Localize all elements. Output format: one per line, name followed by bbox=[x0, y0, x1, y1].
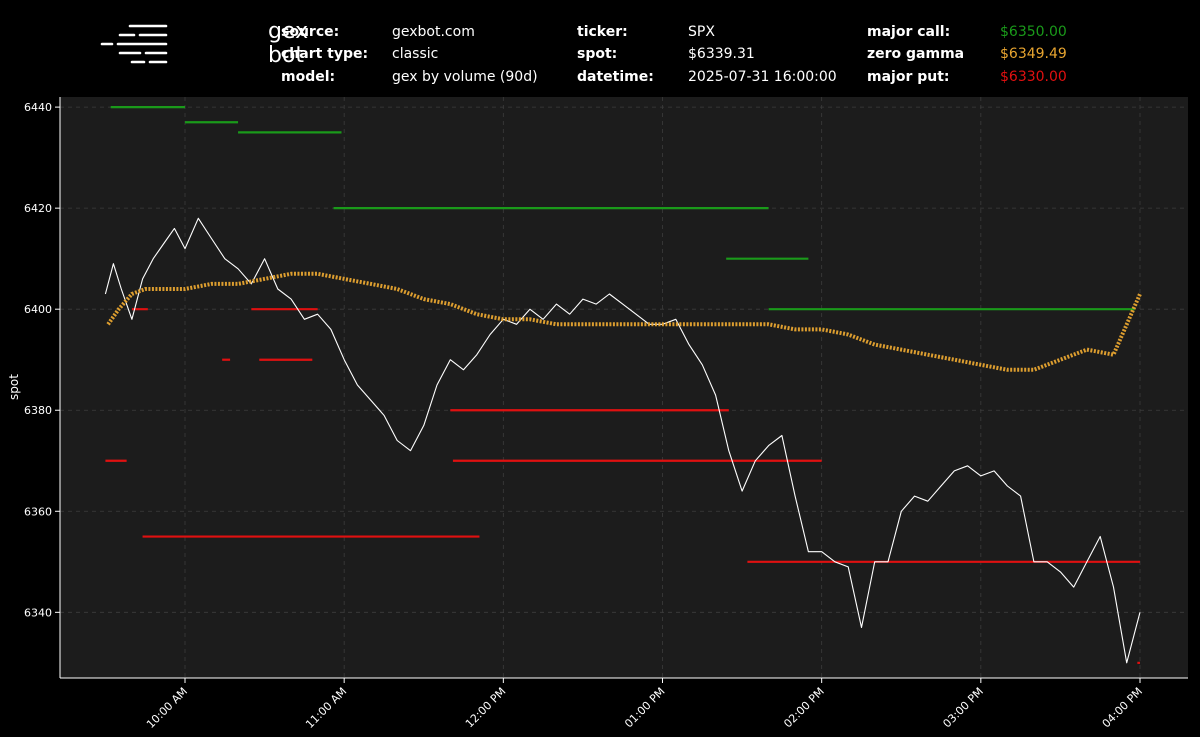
spot-price-line bbox=[104, 217, 1141, 664]
logo-text-gex: gex bbox=[268, 19, 309, 44]
gex-levels bbox=[105, 106, 1141, 664]
grid-lines bbox=[60, 97, 1188, 678]
chart-type-value: classic bbox=[392, 46, 439, 62]
series-lines bbox=[104, 217, 1142, 664]
source-label: source: bbox=[281, 24, 340, 40]
y-tick-label: 6340 bbox=[24, 606, 52, 619]
y-axis-label: spot bbox=[7, 374, 21, 400]
plot-area bbox=[60, 97, 1188, 678]
zero-gamma-line bbox=[106, 271, 1142, 372]
x-tick-label: 01:00 PM bbox=[622, 685, 667, 730]
y-tick-label: 6420 bbox=[24, 202, 52, 215]
spot-label: spot: bbox=[577, 46, 618, 62]
chart-type-label: chart type: bbox=[281, 46, 369, 62]
major-put-label: major put: bbox=[867, 69, 950, 85]
zero-gamma-value: $6349.49 bbox=[1000, 46, 1067, 62]
y-tick-label: 6440 bbox=[24, 101, 52, 114]
model-label: model: bbox=[281, 69, 336, 85]
y-tick-label: 6400 bbox=[24, 303, 52, 316]
x-tick-label: 03:00 PM bbox=[940, 685, 985, 730]
x-tick-label: 10:00 AM bbox=[144, 685, 190, 731]
x-tick-label: 12:00 PM bbox=[463, 685, 508, 730]
x-tick-label: 02:00 PM bbox=[781, 685, 826, 730]
ticker-value: SPX bbox=[688, 24, 715, 40]
spot-value: $6339.31 bbox=[688, 46, 755, 62]
major-put-value: $6330.00 bbox=[1000, 69, 1067, 85]
gexbot-logo: gex bot bbox=[100, 18, 308, 70]
zero-gamma-label: zero gamma bbox=[867, 46, 965, 62]
x-tick-label: 04:00 PM bbox=[1100, 685, 1145, 730]
major-call-value: $6350.00 bbox=[1000, 24, 1067, 40]
y-tick-label: 6360 bbox=[24, 505, 52, 518]
datetime-value: 2025-07-31 16:00:00 bbox=[688, 69, 837, 85]
major-call-label: major call: bbox=[867, 24, 951, 40]
x-tick-label: 11:00 AM bbox=[303, 685, 349, 731]
y-tick-label: 6380 bbox=[24, 404, 52, 417]
ticker-label: ticker: bbox=[577, 24, 628, 40]
datetime-label: datetime: bbox=[577, 69, 654, 85]
logo-text-bot: bot bbox=[268, 43, 305, 68]
source-value: gexbot.com bbox=[392, 24, 475, 40]
logo-speed-lines bbox=[100, 24, 168, 64]
model-value: gex by volume (90d) bbox=[392, 69, 538, 85]
